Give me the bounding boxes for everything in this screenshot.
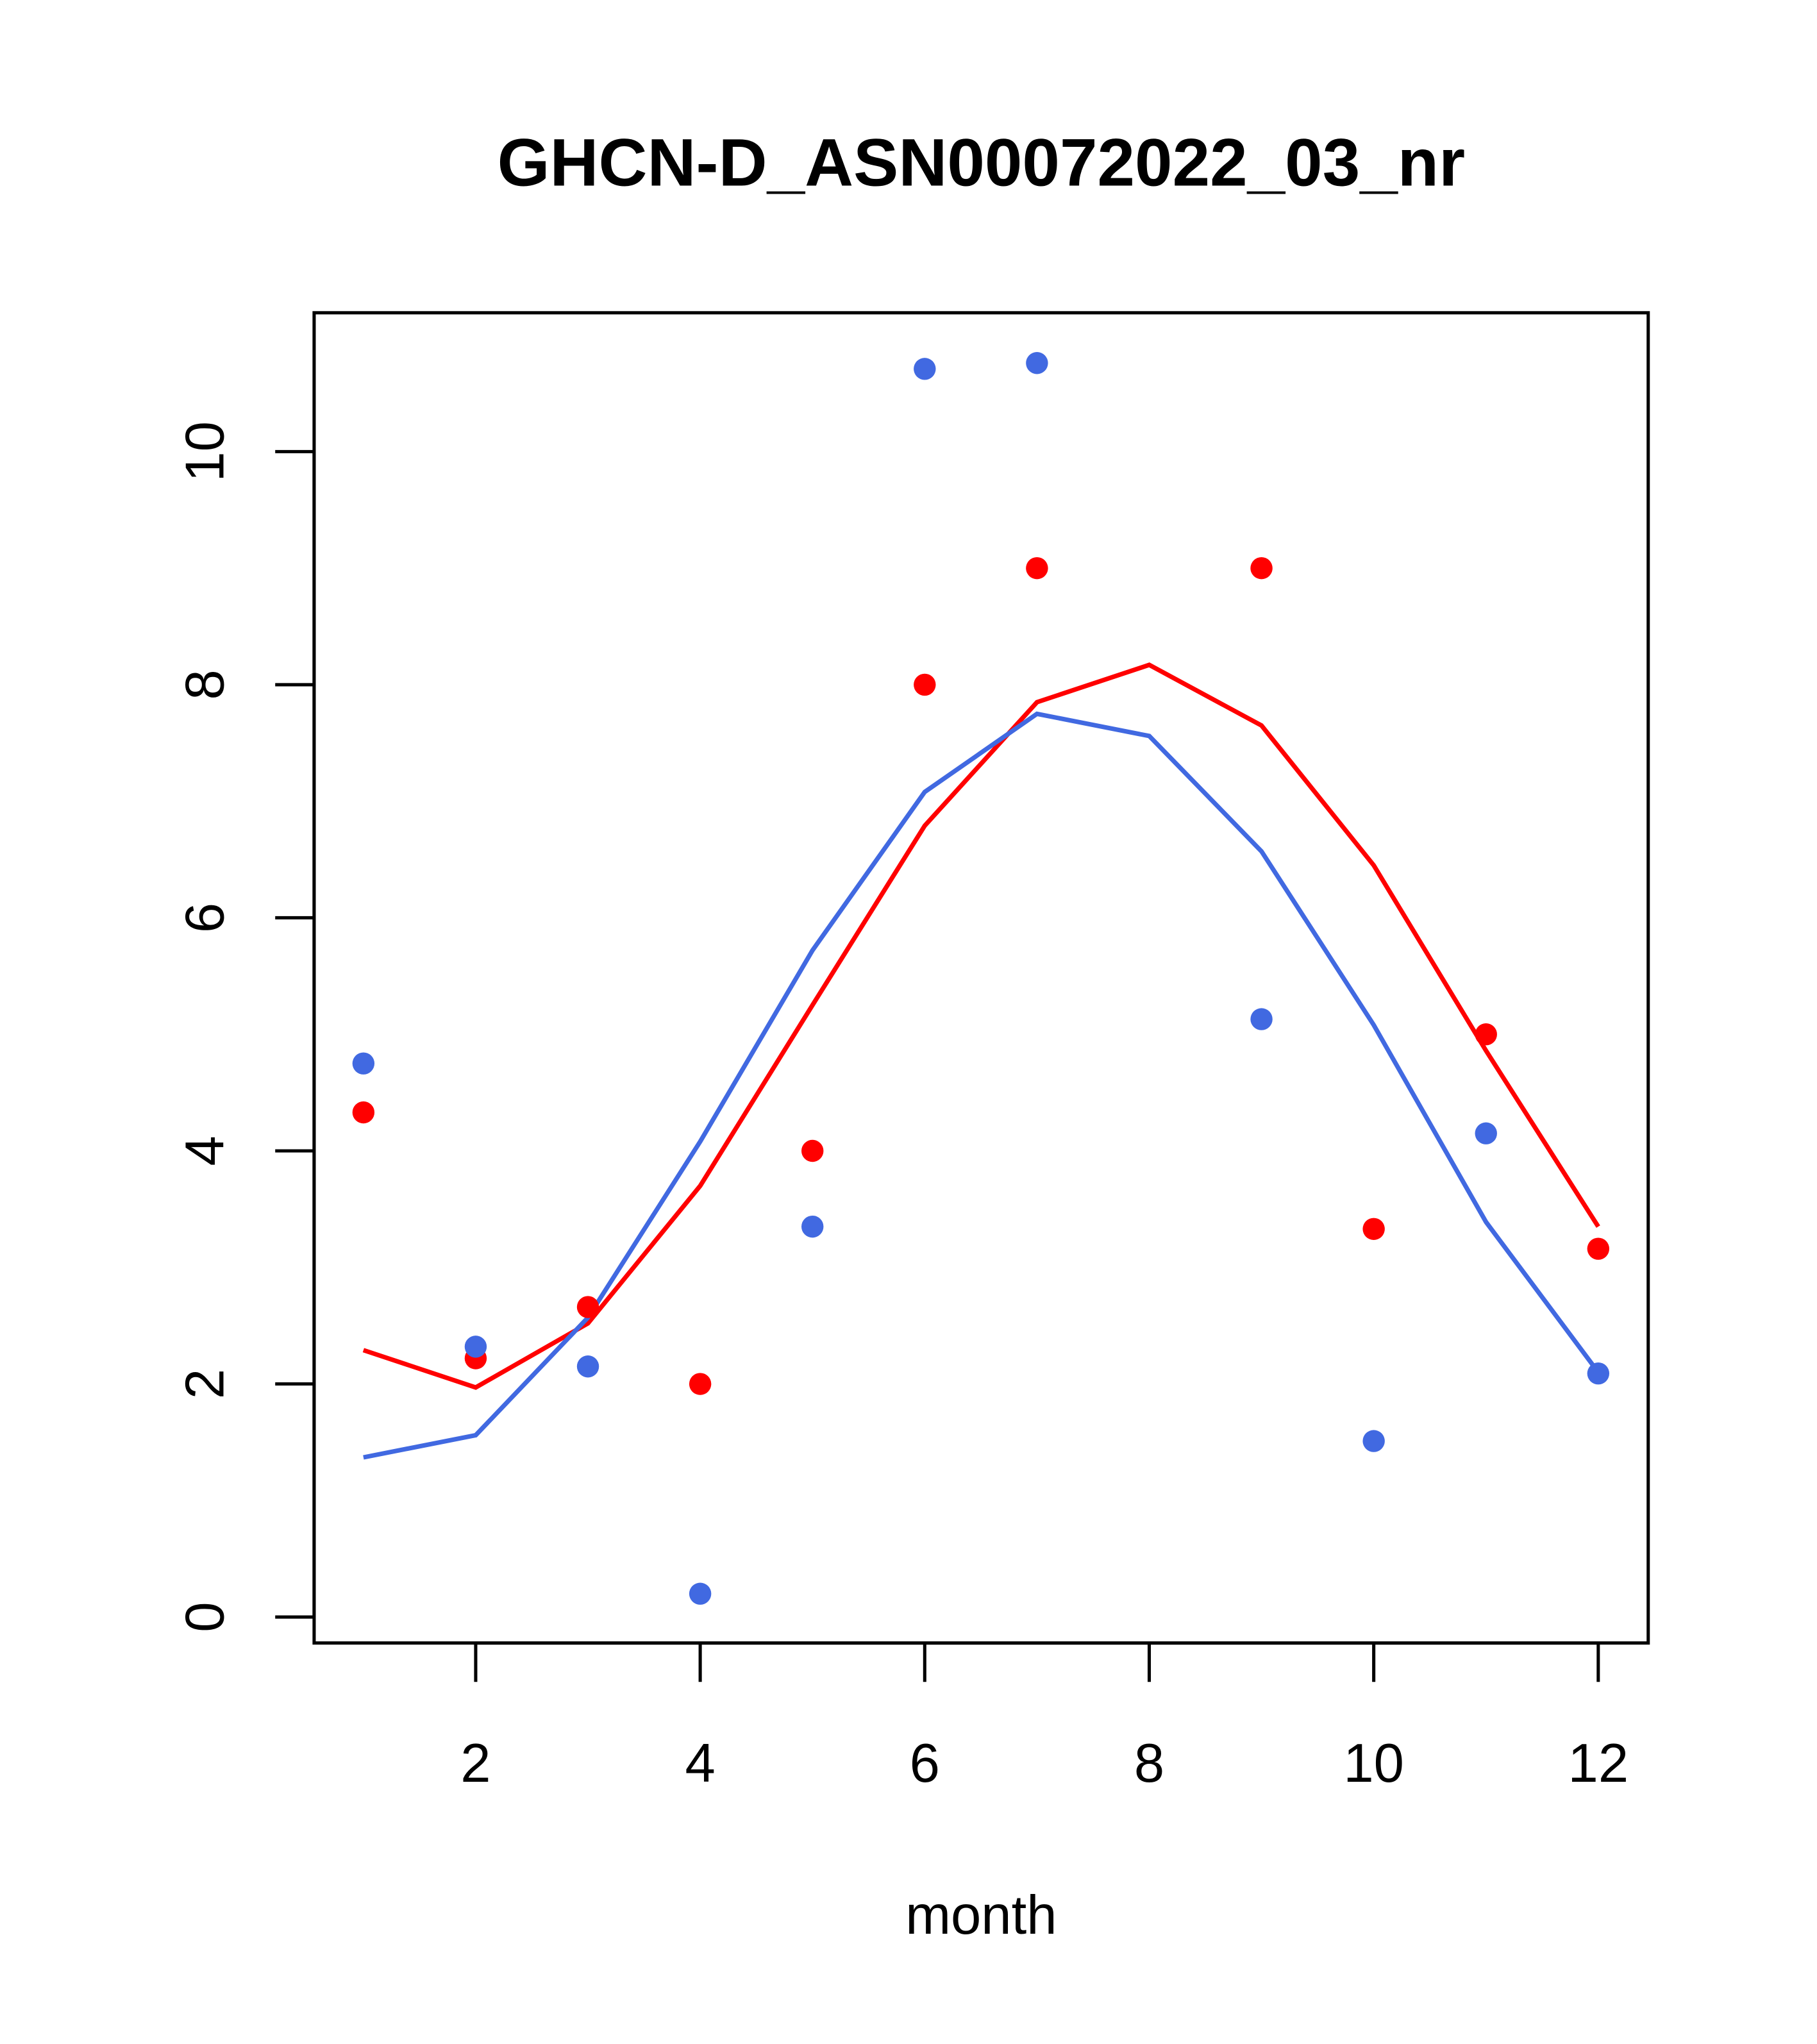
data-point <box>801 1139 824 1162</box>
plot-marks <box>352 352 1610 1605</box>
data-point <box>1026 352 1048 374</box>
data-point <box>1475 1122 1497 1144</box>
y-tick-label: 0 <box>174 1602 235 1632</box>
series-line <box>363 711 1600 1460</box>
series-line <box>362 662 1600 1390</box>
y-tick-label: 8 <box>174 669 235 699</box>
y-tick-label: 6 <box>174 903 235 933</box>
data-point <box>1026 557 1048 580</box>
data-point <box>801 1215 824 1238</box>
plot-frame <box>312 311 1650 1645</box>
x-tick-label: 6 <box>910 1733 940 1794</box>
data-point <box>352 1101 375 1124</box>
x-tick-label: 2 <box>460 1733 490 1794</box>
x-axis: 2 4 6 8 10 12 <box>460 1641 1629 1794</box>
x-tick-label: 8 <box>1134 1733 1164 1794</box>
data-point <box>914 358 936 380</box>
x-tick-label: 10 <box>1343 1733 1404 1794</box>
data-point <box>352 1052 375 1075</box>
data-point <box>914 673 936 696</box>
data-point <box>464 1336 487 1358</box>
data-point <box>576 1355 599 1378</box>
chart-title: GHCN-D_ASN00072022_03_nr <box>498 125 1465 200</box>
y-tick-label: 2 <box>174 1369 235 1399</box>
y-axis: 0 2 4 6 8 10 <box>174 421 316 1632</box>
data-point <box>1362 1430 1385 1452</box>
x-axis-label: month <box>905 1885 1057 1946</box>
data-point <box>1475 1023 1497 1046</box>
data-point <box>576 1296 599 1318</box>
y-tick-label: 4 <box>174 1135 235 1166</box>
data-point <box>689 1582 712 1605</box>
data-point <box>1362 1218 1385 1240</box>
data-point <box>689 1373 712 1395</box>
data-point <box>1587 1362 1610 1385</box>
y-tick-label: 10 <box>174 421 235 482</box>
x-tick-label: 4 <box>685 1733 715 1794</box>
data-point <box>1250 1008 1273 1030</box>
data-point <box>1587 1237 1610 1260</box>
x-tick-label: 12 <box>1568 1733 1629 1794</box>
data-point <box>1250 557 1273 580</box>
